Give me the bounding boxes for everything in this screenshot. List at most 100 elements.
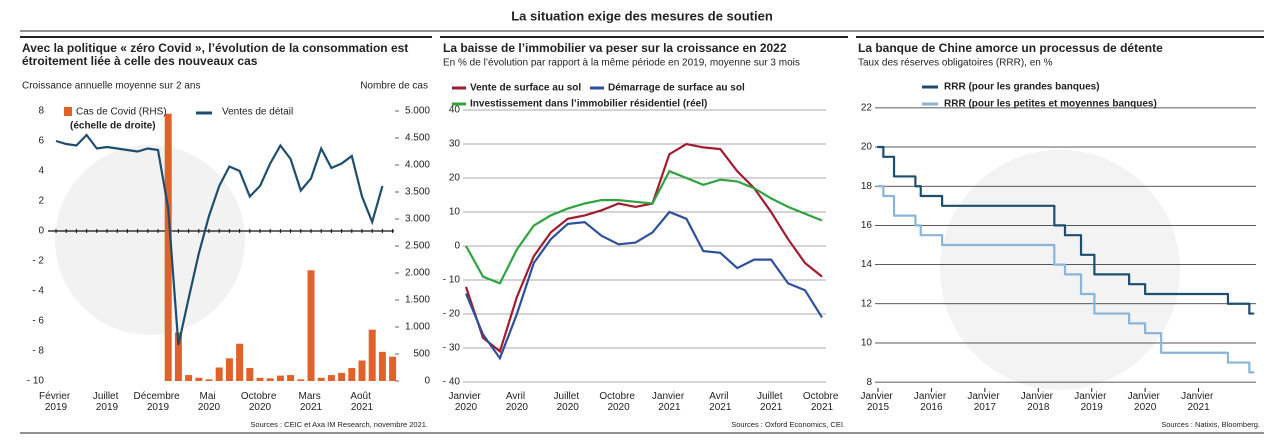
- legend-swatch: [64, 107, 72, 116]
- y2-tick-label: 2.500: [405, 241, 430, 252]
- y-tick-label: - 2: [32, 256, 44, 267]
- bar: [348, 368, 356, 381]
- y2-tick-label: 3.500: [405, 187, 430, 198]
- bar: [236, 343, 244, 381]
- y-tick-label: 12: [861, 298, 873, 309]
- y-tick-label: 0: [38, 226, 44, 237]
- y-tick-label: 8: [866, 377, 872, 388]
- x-tick-label: Juillet 2020: [554, 391, 582, 413]
- x-tick-label: Janvier 2017: [967, 391, 1002, 413]
- source: Sources : Natixis, Bloomberg.: [1161, 420, 1260, 429]
- bar: [297, 379, 305, 381]
- x-tick-label: Janvier 2021: [652, 391, 687, 413]
- x-tick-label: Mai 2020: [198, 391, 221, 413]
- x-tick-label: Avril 2020: [506, 391, 529, 413]
- y-tick-label: 20: [861, 142, 873, 153]
- bar: [174, 332, 182, 381]
- x-tick-label: Février 2019: [39, 391, 73, 413]
- bar: [368, 329, 376, 381]
- panel-title: étroitement liée à celle des nouveaux ca…: [22, 54, 258, 68]
- bar: [327, 375, 335, 381]
- y-tick-label: - 10: [443, 275, 461, 286]
- bar: [215, 367, 223, 381]
- panel-title: La baisse de l’immobilier va peser sur l…: [443, 41, 787, 55]
- x-tick-label: Janvier 2020: [1128, 391, 1163, 413]
- y-tick-label: - 6: [32, 316, 44, 327]
- legend-note: (échelle de droite): [70, 121, 156, 132]
- y-tick-label: - 20: [443, 309, 461, 320]
- bar: [164, 113, 172, 381]
- y2-tick-label: 0: [424, 376, 430, 387]
- bar: [389, 356, 397, 381]
- x-tick-label: Janvier 2020: [448, 391, 483, 413]
- y-tick-label: 0: [454, 241, 460, 252]
- line: [464, 142, 823, 354]
- y-tick-label: - 10: [27, 376, 45, 387]
- x-tick-label: Juillet 2021: [757, 391, 785, 413]
- legend-label: Ventes de détail: [222, 107, 293, 118]
- x-tick-label: Octobre 2021: [803, 391, 841, 413]
- y-tick-label: 10: [861, 338, 873, 349]
- bar: [256, 377, 264, 381]
- source: Sources : CEIC et Axa IM Research, novem…: [250, 420, 428, 429]
- y-tick-label: 6: [38, 136, 44, 147]
- y-tick-label: - 8: [32, 346, 44, 357]
- y-tick-label: 14: [861, 259, 873, 270]
- y-tick-label: 2: [38, 196, 44, 207]
- bar: [338, 372, 346, 381]
- bar: [195, 377, 203, 381]
- y2-tick-label: 2.000: [405, 268, 430, 279]
- y-tick-label: - 30: [443, 343, 461, 354]
- y2-tick-label: 5.000: [405, 106, 430, 117]
- bar: [246, 368, 254, 381]
- y2-tick-label: 3.000: [405, 214, 430, 225]
- legend-label: Vente de surface au sol: [470, 83, 581, 94]
- y-tick-label: 30: [449, 139, 461, 150]
- y-tick-label: 22: [861, 102, 873, 113]
- bar: [307, 270, 315, 381]
- legend-label: RRR (pour les petites et moyennes banque…: [944, 99, 1157, 110]
- y2-axis-label: Nombre de cas: [360, 81, 428, 92]
- x-tick-label: Janvier 2018: [1021, 391, 1056, 413]
- x-tick-label: Août 2021: [350, 391, 373, 413]
- x-tick-label: Juillet 2019: [93, 391, 121, 413]
- legend-label: RRR (pour les grandes banques): [944, 82, 1100, 93]
- y2-tick-label: 500: [413, 349, 430, 360]
- y2-tick-label: 4.000: [405, 160, 430, 171]
- watermark: [940, 150, 1180, 390]
- x-tick-label: Octobre 2020: [241, 391, 279, 413]
- y-tick-label: 10: [449, 207, 461, 218]
- bar: [185, 375, 193, 381]
- y-tick-label: 20: [449, 173, 461, 184]
- x-tick-label: Janvier 2016: [914, 391, 949, 413]
- y2-tick-label: 4.500: [405, 133, 430, 144]
- y2-tick-label: 1.500: [405, 295, 430, 306]
- x-tick-label: Décembre 2019: [134, 391, 183, 413]
- x-tick-label: Octobre 2020: [599, 391, 637, 413]
- bar: [287, 375, 295, 381]
- line: [464, 210, 823, 361]
- y-tick-label: 18: [861, 181, 873, 192]
- y-tick-label: 8: [38, 106, 44, 117]
- legend-label: Cas de Covid (RHS): [76, 107, 167, 118]
- y-tick-label: 16: [861, 220, 873, 231]
- line: [55, 133, 384, 346]
- y2-tick-label: 1.000: [405, 322, 430, 333]
- legend-label: Investissement dans l’immobilier résiden…: [470, 99, 707, 110]
- bar: [205, 379, 213, 381]
- bar: [358, 360, 366, 381]
- bar: [266, 378, 274, 381]
- y-tick-label: - 40: [443, 377, 461, 388]
- x-tick-label: Mars 2021: [299, 391, 324, 413]
- x-tick-label: Janvier 2019: [1074, 391, 1109, 413]
- x-tick-label: Janvier 2015: [860, 391, 895, 413]
- bar: [225, 358, 233, 381]
- x-tick-label: Janvier 2021: [1181, 391, 1216, 413]
- legend-label: Démarrage de surface au sol: [608, 83, 745, 94]
- line: [465, 169, 823, 285]
- subtitle: En % de l’évolution par rapport à la mêm…: [443, 58, 800, 69]
- panel-title: La banque de Chine amorce un processus d…: [858, 41, 1163, 55]
- main-title: La situation exige des mesures de soutie…: [511, 8, 773, 23]
- panel-title: Avec la politique « zéro Covid », l’évol…: [22, 41, 408, 55]
